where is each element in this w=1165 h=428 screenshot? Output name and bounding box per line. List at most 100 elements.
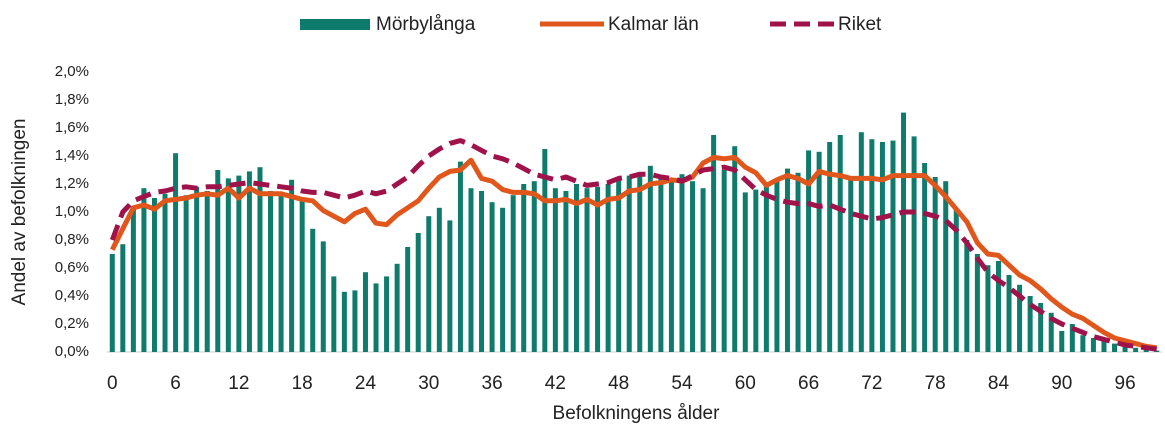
- bar: [595, 186, 601, 352]
- bar: [468, 188, 474, 352]
- bar: [183, 195, 189, 352]
- y-tick-label: 0,0%: [55, 343, 89, 360]
- bar: [341, 291, 347, 352]
- bar: [479, 191, 485, 352]
- bar: [1080, 335, 1086, 352]
- bar: [763, 184, 769, 352]
- y-tick-label: 0,8%: [55, 231, 89, 248]
- bar: [352, 290, 358, 352]
- bar: [742, 192, 748, 352]
- x-tick-label: 60: [735, 373, 756, 394]
- bar: [268, 191, 274, 352]
- bar: [394, 263, 400, 352]
- bar: [584, 188, 590, 352]
- y-tick-label: 0,2%: [55, 315, 89, 332]
- bar: [911, 136, 917, 352]
- x-tick-label: 96: [1115, 373, 1136, 394]
- bar: [415, 233, 421, 352]
- line-series: [110, 154, 1158, 351]
- bar: [457, 161, 463, 352]
- x-tick-label: 30: [418, 373, 439, 394]
- y-tick-label: 2,0%: [55, 63, 89, 80]
- bar: [774, 181, 780, 352]
- y-tick-label: 1,2%: [55, 175, 89, 192]
- bar: [500, 207, 506, 352]
- bar: [932, 177, 938, 352]
- bar: [362, 272, 368, 352]
- bar: [711, 135, 717, 352]
- bar: [331, 276, 337, 352]
- bar: [384, 276, 390, 352]
- bar: [795, 172, 801, 352]
- bar: [1006, 275, 1012, 352]
- bar: [668, 179, 674, 352]
- bar: [700, 188, 706, 352]
- bar: [289, 179, 295, 352]
- bar: [690, 181, 696, 352]
- bar: [647, 165, 653, 352]
- bar: [1133, 347, 1139, 352]
- bar: [215, 170, 221, 352]
- bar: [194, 186, 200, 352]
- bar: [806, 150, 812, 352]
- bar: [531, 181, 537, 352]
- bar: [974, 254, 980, 352]
- line-series: [109, 138, 1158, 352]
- bar: [310, 228, 316, 352]
- bar: [985, 265, 991, 352]
- bar: [753, 189, 759, 352]
- bar: [922, 163, 928, 352]
- x-axis-label: Befolkningens ålder: [553, 403, 721, 424]
- bar: [162, 193, 168, 352]
- bar: [130, 207, 136, 352]
- x-tick-label: 12: [228, 373, 249, 394]
- bar: [489, 202, 495, 352]
- bar: [1101, 340, 1107, 352]
- bar: [141, 188, 147, 352]
- bar: [405, 247, 411, 352]
- x-tick-label: 48: [608, 373, 629, 394]
- bar: [637, 172, 643, 352]
- bar: [816, 151, 822, 352]
- bar: [1038, 303, 1044, 352]
- bar: [848, 177, 854, 352]
- bar: [679, 174, 685, 352]
- bar: [784, 168, 790, 352]
- bar: [901, 112, 907, 352]
- bar: [510, 195, 516, 352]
- y-tick-label: 0,4%: [55, 287, 89, 304]
- bar: [1090, 338, 1096, 352]
- bar: [626, 175, 632, 352]
- bar: [426, 216, 432, 352]
- bar: [1017, 284, 1023, 352]
- x-tick-label: 66: [798, 373, 819, 394]
- bar: [964, 240, 970, 352]
- x-tick-label: 78: [925, 373, 946, 394]
- bar: [563, 191, 569, 352]
- bar: [953, 209, 959, 352]
- bar: [605, 184, 611, 352]
- bar: [1122, 345, 1128, 352]
- x-tick-label: 0: [107, 373, 118, 394]
- legend-label: Riket: [838, 14, 882, 35]
- bar: [542, 149, 548, 352]
- bar: [447, 220, 453, 352]
- bar: [837, 135, 843, 352]
- bar: [257, 167, 263, 352]
- bar: [995, 261, 1001, 352]
- bar: [858, 132, 864, 352]
- bar: [1048, 312, 1054, 352]
- bar: [869, 139, 875, 352]
- x-tick-label: 18: [292, 373, 313, 394]
- bar: [658, 177, 664, 352]
- bar: [204, 191, 210, 352]
- bar: [1069, 324, 1075, 352]
- bar: [225, 178, 231, 352]
- x-tick-label: 54: [671, 373, 693, 394]
- bar: [246, 171, 252, 352]
- bar: [573, 184, 579, 352]
- bar: [1143, 349, 1149, 352]
- legend-label: Kalmar län: [608, 14, 699, 35]
- bar: [721, 170, 727, 352]
- bar: [1059, 331, 1065, 352]
